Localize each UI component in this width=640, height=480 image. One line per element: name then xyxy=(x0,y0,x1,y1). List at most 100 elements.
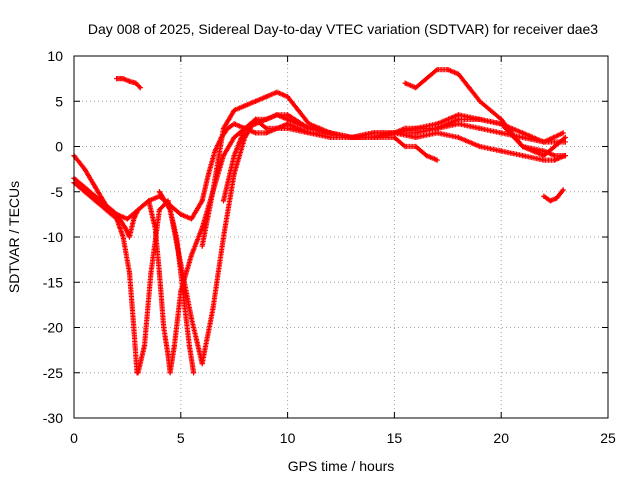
data-point xyxy=(205,171,212,177)
data-point xyxy=(152,225,158,231)
data-point xyxy=(274,89,280,95)
data-point xyxy=(188,315,195,322)
data-point xyxy=(82,166,88,172)
data-point xyxy=(167,370,173,376)
data-point xyxy=(178,261,184,267)
data-point xyxy=(509,130,515,136)
data-point xyxy=(252,130,259,136)
x-tick-label: 5 xyxy=(177,430,185,446)
data-point xyxy=(434,130,440,136)
chart-title: Day 008 of 2025, Sidereal Day-to-day VTE… xyxy=(88,21,598,37)
data-point xyxy=(171,343,177,349)
data-point xyxy=(103,202,109,208)
data-point xyxy=(178,211,184,217)
data-point xyxy=(274,125,280,131)
data-point xyxy=(199,243,205,249)
data-point xyxy=(285,121,291,127)
data-point xyxy=(126,234,133,240)
data-point xyxy=(135,207,141,213)
data-point xyxy=(370,130,376,136)
data-point xyxy=(252,116,259,122)
x-tick-label: 15 xyxy=(387,430,403,446)
data-point xyxy=(146,198,152,204)
data-point xyxy=(413,143,419,150)
data-point xyxy=(263,94,269,100)
data-point xyxy=(120,76,126,82)
data-point xyxy=(220,125,227,131)
data-point xyxy=(547,198,553,204)
data-point xyxy=(455,134,462,141)
data-point xyxy=(220,198,227,204)
data-point xyxy=(327,134,333,141)
data-point xyxy=(212,148,218,154)
data-point xyxy=(413,134,419,141)
data-point xyxy=(92,193,98,199)
data-point xyxy=(306,125,312,131)
data-point xyxy=(186,343,192,349)
data-point xyxy=(402,80,408,86)
data-point xyxy=(434,157,440,163)
y-axis-label: SDTVAR / TECUs xyxy=(6,181,22,293)
data-point xyxy=(423,152,430,159)
data-point xyxy=(541,157,547,163)
y-tick-label: -30 xyxy=(43,410,63,426)
data-point xyxy=(231,121,237,127)
data-point xyxy=(285,94,291,100)
data-point xyxy=(92,184,98,190)
data-point xyxy=(126,270,133,276)
data-point xyxy=(554,195,560,201)
data-point xyxy=(519,134,526,141)
data-layer xyxy=(71,66,568,376)
data-point xyxy=(306,130,312,136)
data-point xyxy=(498,116,504,122)
y-tick-label: 5 xyxy=(55,93,63,109)
data-series xyxy=(541,187,566,204)
grid-layer xyxy=(74,56,608,418)
data-point xyxy=(349,134,355,141)
data-point xyxy=(133,80,139,86)
data-point xyxy=(423,76,430,82)
data-point xyxy=(156,270,163,276)
data-point xyxy=(114,211,120,217)
data-point xyxy=(220,152,227,159)
data-point xyxy=(263,116,269,122)
data-point xyxy=(562,134,568,141)
y-tick-label: -5 xyxy=(51,184,64,200)
data-point xyxy=(434,66,440,73)
data-point xyxy=(141,343,148,349)
data-point xyxy=(199,198,205,204)
data-point xyxy=(199,361,205,367)
data-point xyxy=(391,130,397,136)
data-point xyxy=(541,152,547,159)
data-point xyxy=(327,130,333,136)
data-point xyxy=(82,184,88,190)
data-point xyxy=(92,198,98,204)
data-point xyxy=(519,130,526,136)
data-point xyxy=(541,148,547,154)
data-point xyxy=(191,370,197,376)
data-point xyxy=(455,71,462,77)
data-series xyxy=(71,112,568,376)
x-tick-label: 0 xyxy=(70,430,78,446)
data-point xyxy=(487,107,494,113)
data-point xyxy=(165,352,171,358)
data-point xyxy=(434,121,440,127)
data-point xyxy=(370,134,376,141)
data-series xyxy=(114,76,143,91)
data-point xyxy=(413,85,419,91)
data-point xyxy=(552,152,558,159)
x-axis-label: GPS time / hours xyxy=(288,458,395,474)
data-point xyxy=(120,234,126,240)
data-point xyxy=(498,148,504,154)
data-point xyxy=(167,207,173,213)
data-point xyxy=(530,148,536,154)
data-point xyxy=(135,370,141,376)
data-point xyxy=(252,98,259,104)
data-point xyxy=(519,143,526,150)
data-point xyxy=(188,252,195,258)
data-point xyxy=(274,112,280,118)
data-point xyxy=(552,143,558,150)
y-tick-label: -20 xyxy=(43,320,63,336)
